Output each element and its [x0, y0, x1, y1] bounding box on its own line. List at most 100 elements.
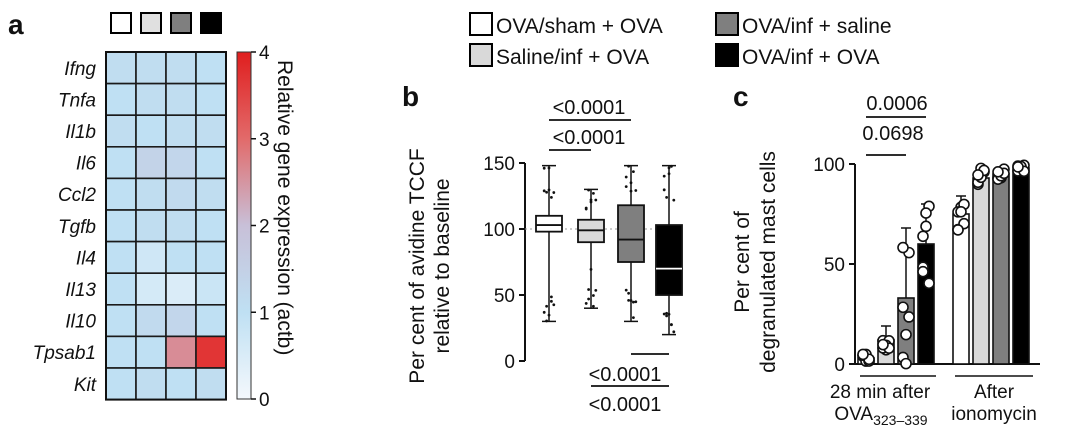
bar-data-point-ova-inf-ova-1	[917, 265, 929, 278]
heatmap-cell-il13-2	[135, 272, 167, 306]
heatmap-cell-tnfa-1	[105, 82, 137, 116]
heatmap-column-key-ova-sham-ova	[110, 12, 132, 34]
heatmap-cell-tgfb-3	[165, 209, 197, 243]
bar-data-point-ova-inf-saline-1	[900, 328, 912, 341]
box-outlier-point-ova-sham-ova	[550, 195, 553, 199]
box-plot-pvalue-bottom-1: <0.0001	[589, 364, 662, 386]
box-plot-pvalue-bottom-2: <0.0001	[589, 394, 662, 416]
colorbar-tick-label-3: 3	[259, 130, 270, 151]
heatmap-row-label-il10: Il10	[65, 312, 96, 333]
bar-data-point-ova-inf-ova-1	[917, 230, 929, 243]
bar-chart-pvalue-2: 0.0698	[862, 123, 923, 145]
bar-data-point-ova-sham-ova-2	[955, 205, 967, 218]
heatmap-cell-il13-1	[105, 272, 137, 306]
legend: OVA/sham + OVA Saline/inf + OVA OVA/inf …	[469, 12, 892, 69]
box-outlier-point-ova-sham-ova	[542, 189, 546, 193]
bar-data-point-ova-inf-ova-1	[923, 277, 935, 290]
heatmap-row-label-il13: Il13	[65, 280, 96, 301]
box-outlier-point-saline-inf-ova	[587, 288, 590, 291]
bar-ova-inf-ova-2	[1012, 167, 1030, 365]
box-plot-y-tick-label-50: 50	[494, 286, 515, 307]
heatmap-cell-il1b-1	[105, 114, 137, 148]
box-outlier-point-saline-inf-ova	[594, 198, 598, 202]
box-outlier-point-saline-inf-ova	[589, 200, 593, 204]
box-outlier-point-ova-inf-ova	[662, 188, 666, 192]
heatmap-cell-ccl2-1	[105, 177, 137, 211]
panel-a-label: a	[8, 9, 24, 40]
heatmap-cell-il4-4	[195, 240, 227, 275]
box-outlier-point-ova-inf-ova	[665, 195, 668, 199]
box-outlier-point-ova-inf-ova	[662, 174, 666, 178]
box-outlier-point-ova-inf-ova	[665, 311, 668, 315]
heatmap-cell-il13-4	[195, 272, 227, 306]
heatmap-cell-tgfb-4	[195, 209, 227, 243]
box-outlier-point-ova-inf-ova	[670, 164, 673, 168]
box-outlier-point-ova-inf-saline	[627, 298, 630, 302]
colorbar-label: Relative gene expression (actb)	[273, 60, 296, 355]
heatmap-cell-kit-1	[105, 367, 137, 401]
bar-chart-group-label-1-line2: OVA323–339	[834, 404, 927, 428]
heatmap-cell-il6-4	[195, 146, 227, 180]
heatmap-cell-il6-1	[105, 146, 137, 180]
box-outlier-point-ova-inf-saline	[634, 189, 638, 192]
box-plot-y-tick-label-0: 0	[504, 352, 515, 373]
box-plot-y-tick-label-100: 100	[483, 220, 515, 241]
heatmap-cell-il1b-3	[165, 114, 197, 148]
colorbar-tick-label-1: 1	[259, 303, 270, 324]
box-outlier-point-saline-inf-ova	[589, 198, 593, 202]
box-outlier-point-saline-inf-ova	[592, 192, 595, 195]
bar-chart-y-label-line2: degranulated mast cells	[757, 151, 780, 373]
bar-data-point-ova-inf-ova-1	[920, 220, 932, 233]
legend-swatch-ova-sham-ova	[469, 12, 493, 36]
box-outlier-point-ova-inf-ova	[672, 198, 676, 202]
box-outlier-point-ova-inf-saline	[634, 300, 638, 304]
legend-label-ova-sham-ova: OVA/sham + OVA	[496, 15, 663, 38]
heatmap-cell-tpsab1-3	[165, 335, 197, 369]
box-outlier-point-saline-inf-ova	[587, 297, 590, 301]
box-outlier-point-ova-inf-saline	[629, 181, 633, 185]
heatmap-row-label-il4: Il4	[76, 248, 96, 269]
bar-data-point-ova-inf-saline-1	[903, 311, 915, 323]
heatmap-cell-kit-4	[195, 367, 227, 401]
box-outlier-point-ova-sham-ova	[552, 303, 556, 307]
heatmap-cell-tgfb-2	[135, 209, 167, 243]
panel-c-label: c	[733, 81, 749, 112]
box-outlier-point-saline-inf-ova	[587, 188, 590, 192]
box-outlier-point-ova-inf-ova	[670, 323, 673, 326]
legend-label-ova-inf-ova: OVA/inf + OVA	[742, 46, 880, 69]
box-plot-y-label-line2: relative to baseline	[431, 178, 454, 353]
bar-ova-inf-saline-2	[992, 173, 1010, 365]
heatmap-cell-il6-2	[135, 146, 167, 180]
box-outlier-point-ova-sham-ova	[542, 166, 546, 170]
box-outlier-point-ova-inf-saline	[632, 300, 635, 304]
box-outlier-point-ova-inf-ova	[672, 330, 676, 334]
heatmap-cell-tpsab1-4	[195, 335, 227, 369]
bar-chart-y-tick-label-50: 50	[824, 255, 845, 276]
bar-data-point-ova-sham-ova-2	[952, 224, 964, 236]
heatmap-cell-kit-2	[135, 367, 167, 401]
box-outlier-point-ova-inf-ova	[667, 166, 671, 170]
box-outlier-point-ova-inf-saline	[629, 299, 633, 302]
heatmap: Ifng Tnfa Il1b Il6 Ccl2 Tgfb Il4 Il13 Il10 Tpsab1…	[33, 12, 227, 401]
bar-data-point-ova-inf-saline-2	[992, 166, 1004, 178]
bar-chart-group-label-2-line1: After	[974, 382, 1015, 403]
box-ova-inf-ova	[655, 224, 683, 296]
box-ova-inf-saline	[617, 204, 645, 263]
bar-data-point-ova-inf-ova-1	[920, 207, 932, 219]
bar-data-point-ova-inf-saline-1	[900, 357, 912, 370]
colorbar-tick-label-4: 4	[259, 43, 270, 64]
heatmap-cell-tnfa-3	[165, 82, 197, 116]
box-outlier-point-ova-sham-ova	[550, 299, 553, 303]
colorbar-tick-label-0: 0	[259, 390, 270, 411]
legend-swatch-saline-inf-ova	[469, 43, 493, 67]
heatmap-border	[105, 51, 227, 401]
box-outlier-point-ova-inf-saline	[627, 164, 630, 168]
box-outlier-point-saline-inf-ova	[589, 268, 593, 271]
heatmap-row-label-ifng: Ifng	[64, 59, 96, 80]
box-outlier-point-ova-inf-saline	[629, 189, 633, 193]
box-ova-sham-ova	[535, 214, 563, 233]
heatmap-cell-il13-3	[165, 272, 197, 306]
heatmap-cell-ifng-1	[105, 51, 137, 85]
